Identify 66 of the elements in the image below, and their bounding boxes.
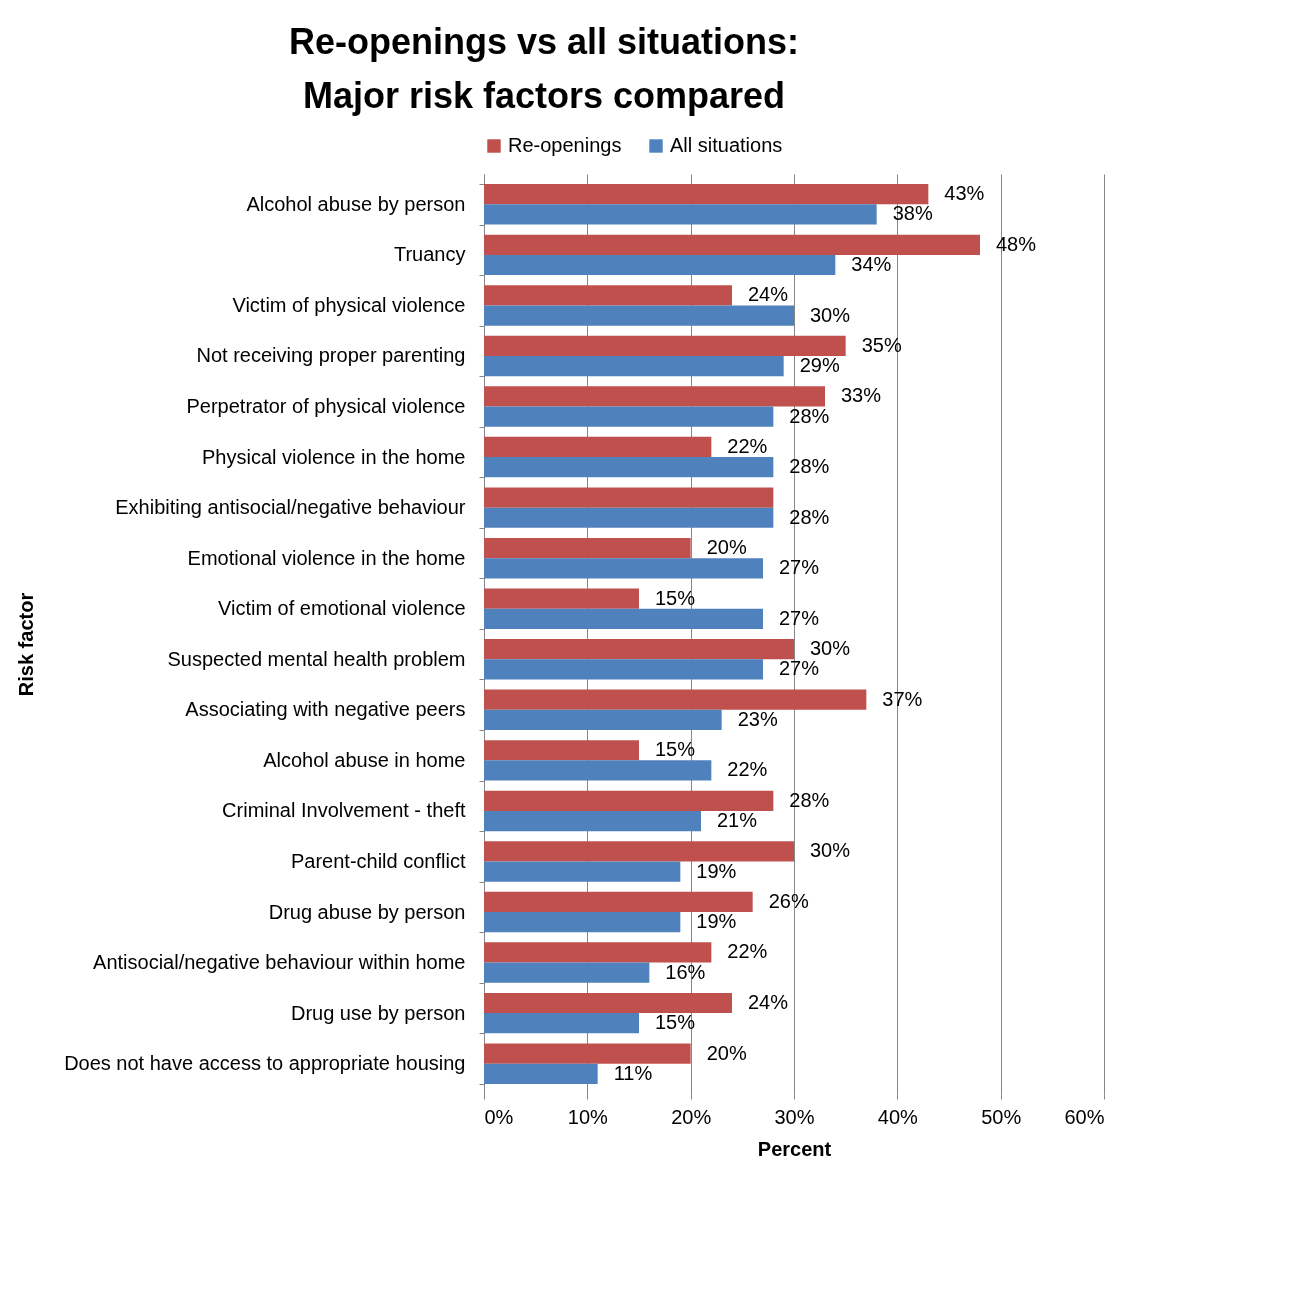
data-label: 21% — [717, 809, 758, 832]
data-label: 27% — [779, 657, 820, 680]
data-label: 34% — [851, 252, 892, 275]
data-label: 20% — [706, 1041, 747, 1064]
y-tick-label: Not receiving proper parenting — [196, 344, 466, 367]
x-tick-label: 50% — [981, 1105, 1022, 1128]
legend-label: Re-openings — [508, 134, 622, 156]
x-tick-label: 20% — [671, 1105, 712, 1128]
data-label: 38% — [892, 202, 933, 225]
data-label: 19% — [696, 859, 737, 882]
y-tick-label: Emotional violence in the home — [187, 546, 466, 569]
data-label: 30% — [810, 839, 851, 862]
y-tick-label: Does not have access to appropriate housing — [64, 1052, 466, 1075]
y-tick-label: Parent-child conflict — [290, 849, 466, 872]
y-tick-label: Associating with negative peers — [185, 698, 466, 721]
text: Re-openings vs all situations: — [288, 21, 800, 62]
y-tick-label: Alcohol abuse by person — [246, 192, 466, 215]
x-tick-label: 30% — [774, 1105, 815, 1128]
data-label: 24% — [748, 991, 789, 1014]
data-label: 26% — [768, 889, 809, 912]
data-label: 37% — [882, 687, 923, 710]
data-label: 28% — [789, 788, 830, 811]
y-tick-label: Suspected mental health problem — [167, 647, 466, 670]
data-label: 22% — [727, 940, 768, 963]
text: Major risk factors compared — [302, 75, 786, 116]
y-tick-label: Exhibiting antisocial/negative behaviour — [115, 496, 466, 519]
data-label: 43% — [944, 182, 985, 205]
y-tick-label: Drug use by person — [290, 1001, 466, 1024]
y-tick-label: Perpetrator of physical violence — [186, 395, 466, 418]
data-label: 15% — [655, 1011, 696, 1034]
y-tick-label: Alcohol abuse in home — [263, 748, 466, 771]
y-tick-label: Truancy — [393, 243, 466, 266]
data-label: 28% — [789, 505, 830, 528]
y-tick-label: Drug abuse by person — [268, 900, 466, 923]
y-tick-label: Criminal Involvement - theft — [222, 799, 466, 822]
data-label: 15% — [655, 586, 696, 609]
y-tick-label: Victim of physical violence — [232, 293, 466, 316]
x-tick-label: 40% — [877, 1105, 919, 1128]
data-label: 15% — [655, 738, 696, 761]
data-label: 33% — [841, 384, 882, 407]
data-label: 22% — [727, 758, 768, 781]
data-label: 48% — [996, 232, 1037, 255]
data-label: 27% — [779, 606, 820, 629]
y-tick-label: Physical violence in the home — [202, 445, 466, 468]
y-axis-title: Risk factor — [14, 592, 37, 697]
x-tick-label: 60% — [1064, 1105, 1105, 1128]
legend-label: All situations — [670, 134, 783, 156]
data-label: 29% — [799, 354, 840, 377]
data-label: 11% — [613, 1061, 653, 1084]
data-label: 27% — [779, 556, 820, 579]
x-axis-title: Percent — [757, 1137, 832, 1160]
data-label: 16% — [665, 960, 706, 983]
data-label: 24% — [748, 283, 789, 306]
x-tick-label: 0% — [484, 1105, 514, 1128]
data-label: 19% — [696, 910, 737, 933]
data-label: 20% — [706, 536, 747, 559]
data-label: 22% — [727, 434, 768, 457]
data-label: 23% — [737, 707, 778, 730]
data-label: 28% — [789, 404, 830, 427]
x-tick-label: 10% — [567, 1105, 609, 1128]
y-tick-label: Victim of emotional violence — [217, 597, 466, 620]
data-label: 28% — [789, 455, 830, 478]
data-label: 35% — [861, 333, 902, 356]
y-tick-label: Antisocial/negative behaviour within home — [93, 951, 466, 974]
data-label: 30% — [810, 303, 851, 326]
data-label: 30% — [810, 637, 851, 660]
